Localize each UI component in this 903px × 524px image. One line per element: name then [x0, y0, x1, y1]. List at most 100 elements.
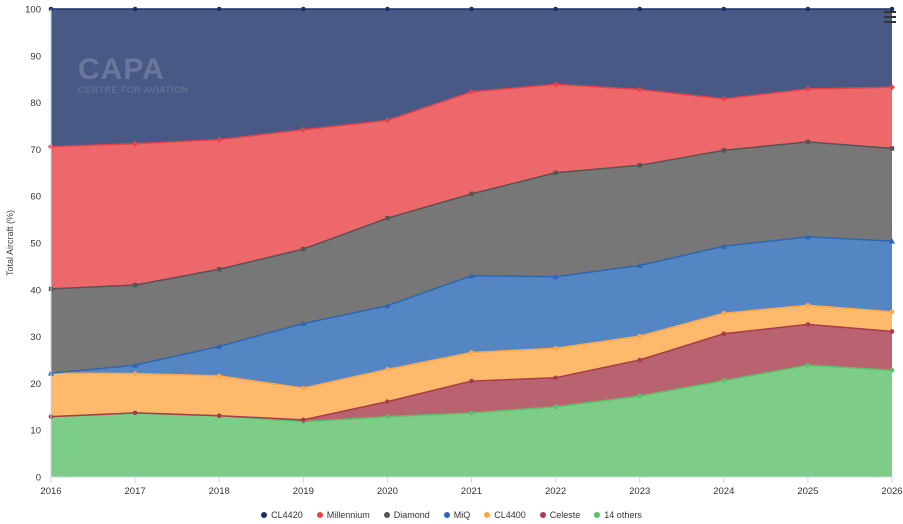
point-millennium[interactable]: [552, 81, 559, 88]
point-diamond[interactable]: [889, 146, 895, 151]
point-millennium[interactable]: [720, 95, 727, 102]
legend-item-14-others[interactable]: 14 others: [594, 510, 642, 520]
chart-menu-button[interactable]: [880, 8, 900, 28]
point-miq[interactable]: [132, 362, 139, 368]
y-tick-label: 100: [25, 5, 41, 16]
point-celeste[interactable]: [469, 378, 474, 384]
point-cl4400[interactable]: [132, 371, 138, 376]
x-tick-label: 2016: [40, 486, 61, 497]
point-millennium[interactable]: [216, 136, 223, 143]
point-miq[interactable]: [216, 343, 223, 349]
area-14-others[interactable]: [51, 365, 892, 477]
point-millennium[interactable]: [468, 88, 475, 95]
point-celeste[interactable]: [301, 417, 306, 423]
point-diamond[interactable]: [637, 163, 642, 168]
point-millennium[interactable]: [384, 117, 391, 124]
point-millennium[interactable]: [300, 126, 307, 133]
y-tick-label: 30: [30, 332, 41, 343]
point-cl4400[interactable]: [385, 367, 390, 372]
point-celeste[interactable]: [216, 413, 222, 418]
area-cl4400[interactable]: [51, 305, 892, 420]
point-celeste[interactable]: [721, 331, 727, 337]
point-cl4400[interactable]: [805, 302, 811, 308]
point-cl4420[interactable]: [385, 6, 390, 12]
legend-label: Celeste: [549, 510, 581, 520]
legend-marker-icon: [539, 512, 546, 518]
point-miq[interactable]: [720, 243, 727, 249]
point-diamond[interactable]: [217, 267, 222, 272]
legend-item-miq[interactable]: MiQ: [443, 510, 471, 520]
point-diamond[interactable]: [132, 282, 138, 288]
point-diamond[interactable]: [301, 246, 306, 252]
point-celeste[interactable]: [889, 329, 895, 334]
point-celeste[interactable]: [385, 399, 390, 404]
point-miq[interactable]: [552, 273, 559, 280]
point-cl4420[interactable]: [637, 6, 642, 12]
point-cl4420[interactable]: [805, 6, 811, 12]
point-14-others[interactable]: [385, 414, 390, 419]
point-cl4420[interactable]: [721, 6, 727, 12]
point-cl4400[interactable]: [889, 309, 895, 315]
y-tick-label: 80: [30, 98, 41, 109]
area-miq[interactable]: [51, 236, 892, 389]
legend-label: Diamond: [393, 510, 430, 520]
point-14-others[interactable]: [469, 410, 474, 416]
point-millennium[interactable]: [804, 86, 811, 93]
point-cl4400[interactable]: [637, 333, 642, 339]
point-diamond[interactable]: [805, 139, 811, 145]
legend-item-cl4420[interactable]: CL4420: [261, 510, 303, 520]
point-diamond[interactable]: [721, 148, 726, 153]
point-cl4400[interactable]: [301, 385, 306, 391]
area-celeste[interactable]: [51, 324, 892, 422]
point-cl4400[interactable]: [469, 350, 474, 355]
point-miq[interactable]: [804, 233, 811, 240]
x-tick-label: 2021: [461, 486, 482, 497]
x-tick-label: 2019: [293, 486, 314, 497]
legend-label: MiQ: [453, 510, 471, 520]
x-tick-label: 2020: [377, 486, 398, 497]
point-cl4400[interactable]: [553, 346, 558, 351]
series-areas: [48, 6, 895, 477]
point-14-others[interactable]: [637, 393, 642, 399]
point-cl4420[interactable]: [553, 6, 558, 12]
point-cl4420[interactable]: [301, 6, 306, 12]
area-cl4420[interactable]: [51, 9, 892, 147]
point-millennium[interactable]: [636, 86, 643, 93]
point-diamond[interactable]: [469, 191, 474, 197]
point-cl4420[interactable]: [132, 6, 138, 12]
point-14-others[interactable]: [805, 362, 811, 368]
legend-label: CL4400: [494, 510, 526, 520]
y-tick-label: 0: [36, 473, 41, 484]
point-14-others[interactable]: [889, 367, 895, 373]
point-miq[interactable]: [889, 238, 895, 244]
point-miq[interactable]: [384, 302, 391, 309]
point-cl4420[interactable]: [889, 6, 895, 12]
point-millennium[interactable]: [889, 84, 895, 91]
legend-item-celeste[interactable]: Celeste: [539, 510, 581, 520]
legend-item-diamond[interactable]: Diamond: [383, 510, 430, 520]
area-diamond[interactable]: [51, 141, 892, 374]
point-miq[interactable]: [468, 272, 475, 279]
legend-label: 14 others: [604, 510, 642, 520]
point-celeste[interactable]: [132, 410, 138, 416]
legend-label: Millennium: [326, 510, 370, 520]
legend-item-millennium[interactable]: Millennium: [316, 510, 370, 520]
point-miq[interactable]: [300, 320, 307, 326]
point-cl4400[interactable]: [721, 310, 727, 316]
point-14-others[interactable]: [553, 404, 558, 410]
point-celeste[interactable]: [637, 357, 642, 363]
point-cl4420[interactable]: [216, 6, 222, 12]
y-tick-label: 20: [30, 379, 41, 390]
point-millennium[interactable]: [132, 140, 139, 147]
point-cl4400[interactable]: [216, 373, 222, 379]
point-cl4420[interactable]: [469, 6, 474, 12]
point-celeste[interactable]: [805, 322, 811, 327]
point-diamond[interactable]: [553, 170, 558, 175]
area-millennium[interactable]: [51, 84, 892, 289]
legend-item-cl4400[interactable]: CL4400: [484, 510, 526, 520]
point-celeste[interactable]: [553, 375, 558, 381]
point-miq[interactable]: [636, 262, 643, 268]
point-diamond[interactable]: [385, 215, 390, 221]
point-14-others[interactable]: [721, 378, 727, 383]
hamburger-menu-icon: [880, 11, 900, 23]
